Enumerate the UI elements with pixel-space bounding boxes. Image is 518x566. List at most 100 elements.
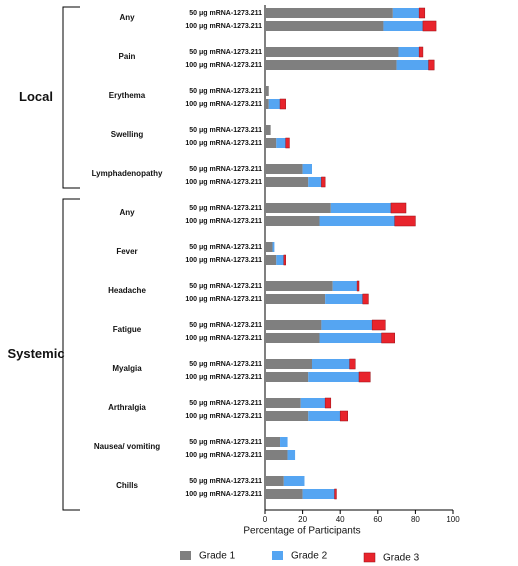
bar-segment [308, 177, 322, 187]
bar-segment [280, 437, 288, 447]
bar-segment [265, 411, 309, 421]
bar-segment [334, 488, 337, 500]
bar-segment [300, 398, 326, 408]
x-tick-label: 20 [298, 515, 307, 524]
bar-segment [383, 21, 423, 31]
bar-segment [265, 333, 320, 343]
x-tick-label: 40 [336, 515, 345, 524]
bar-segment [265, 47, 399, 57]
group-bracket [62, 6, 80, 189]
bar-segment [287, 450, 296, 460]
bar-segment [265, 281, 333, 291]
row-label: 50 μg mRNA-1273.211 [189, 88, 262, 95]
bar-segment [396, 60, 429, 70]
bar-segment [356, 280, 360, 292]
bar-segment [308, 372, 359, 382]
bar-segment [276, 138, 286, 148]
bar-segment [279, 98, 286, 110]
bar-segment [265, 255, 277, 265]
bar-segment [265, 125, 271, 135]
row-label: 100 μg mRNA-1273.211 [185, 335, 262, 342]
row-label: 100 μg mRNA-1273.211 [185, 374, 262, 381]
x-tick-label: 0 [263, 515, 268, 524]
symptom-label: Fatigue [112, 324, 142, 334]
bar-segment [285, 137, 290, 149]
bar-segment [265, 138, 277, 148]
x-tick-label: 80 [411, 515, 420, 524]
bar-segment [283, 476, 305, 486]
bar-segment [265, 203, 331, 213]
row-label: 100 μg mRNA-1273.211 [185, 491, 262, 498]
row-label: 50 μg mRNA-1273.211 [189, 166, 262, 173]
bar-segment [319, 333, 382, 343]
bar-segment [268, 99, 281, 109]
bar-segment [265, 86, 269, 96]
bar-segment [283, 254, 286, 266]
bar-segment [418, 7, 426, 19]
symptom-label: Nausea/ vomiting [93, 441, 161, 451]
bar-segment [390, 202, 407, 214]
x-tick-label: 100 [446, 515, 460, 524]
symptom-label: Pain [118, 51, 136, 61]
bar-segment [428, 59, 435, 71]
legend-label: Grade 3 [383, 553, 420, 564]
bar-segment [265, 489, 303, 499]
bar-segment [265, 294, 326, 304]
symptom-label: Lymphadenopathy [91, 168, 163, 178]
row-label: 100 μg mRNA-1273.211 [185, 179, 262, 186]
symptom-label: Arthralgia [108, 402, 146, 412]
bar-segment [272, 242, 275, 252]
symptom-label: Erythema [108, 90, 146, 100]
row-label: 100 μg mRNA-1273.211 [185, 140, 262, 147]
row-label: 50 μg mRNA-1273.211 [189, 361, 262, 368]
bar-segment [381, 332, 395, 344]
bar-segment [422, 20, 437, 32]
bar-segment [265, 60, 397, 70]
group-label: Local [19, 89, 53, 104]
group-bracket [62, 198, 80, 511]
row-label: 100 μg mRNA-1273.211 [185, 296, 262, 303]
row-label: 50 μg mRNA-1273.211 [189, 205, 262, 212]
bar-segment [265, 164, 303, 174]
row-label: 100 μg mRNA-1273.211 [185, 452, 262, 459]
row-label: 100 μg mRNA-1273.211 [185, 257, 262, 264]
row-label: 100 μg mRNA-1273.211 [185, 62, 262, 69]
bar-segment [418, 46, 424, 58]
row-label: 50 μg mRNA-1273.211 [189, 322, 262, 329]
bar-segment [330, 203, 391, 213]
bar-segment [265, 8, 393, 18]
bar-segment [339, 410, 348, 422]
symptom-label: Any [119, 207, 135, 217]
bar-segment [398, 47, 420, 57]
bar-segment [265, 177, 309, 187]
bar-segment [332, 281, 358, 291]
row-label: 100 μg mRNA-1273.211 [185, 23, 262, 30]
bar-segment [265, 437, 281, 447]
symptom-label: Headache [108, 285, 146, 295]
bar-segment [319, 216, 395, 226]
bar-segment [302, 489, 335, 499]
legend-swatch [180, 551, 191, 560]
bar-segment [312, 359, 350, 369]
bar-segment [362, 293, 369, 305]
row-label: 50 μg mRNA-1273.211 [189, 244, 262, 251]
legend-swatch [272, 551, 283, 560]
bar-segment [265, 450, 288, 460]
bar-segment [394, 215, 416, 227]
bar-segment [358, 371, 371, 383]
row-label: 50 μg mRNA-1273.211 [189, 49, 262, 56]
row-label: 50 μg mRNA-1273.211 [189, 439, 262, 446]
bar-segment [308, 411, 341, 421]
bar-segment [265, 398, 301, 408]
legend-swatch [363, 552, 376, 563]
bar-segment [324, 397, 332, 409]
symptom-label: Myalgia [112, 363, 142, 373]
bar-segment [265, 242, 273, 252]
bar-segment [265, 372, 309, 382]
row-label: 100 μg mRNA-1273.211 [185, 413, 262, 420]
bar-segment [265, 99, 269, 109]
bar-segment [265, 359, 312, 369]
row-label: 50 μg mRNA-1273.211 [189, 10, 262, 17]
